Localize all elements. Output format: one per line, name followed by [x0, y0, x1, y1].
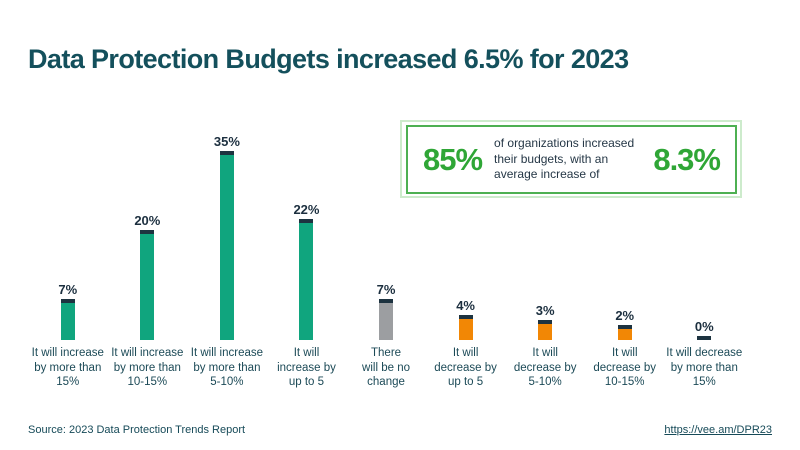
bar-value-label: 7% [58, 281, 78, 297]
bar [60, 302, 75, 340]
bar-cap [617, 325, 632, 330]
bar-column: 4% It will decrease by up to 5 [426, 130, 506, 390]
report-link[interactable]: https://vee.am/DPR23 [664, 424, 772, 436]
callout-box: 85% of organizations increased their bud… [400, 120, 742, 198]
bar-category-label: It will decrease by 5-10% [513, 347, 577, 389]
bar-category-label: It will increase by up to 5 [277, 347, 336, 389]
source-note: Source: 2023 Data Protection Trends Repo… [28, 424, 246, 436]
bar-category-label: It will increase by more than 5-10% [190, 347, 264, 389]
bar-value-label: 22% [293, 202, 320, 218]
bar-value-label: 7% [376, 281, 396, 297]
bar-category-label: It will decrease by up to 5 [434, 347, 497, 389]
bar-cap [697, 336, 712, 340]
bar-column: 0% It will decrease by more than 15% [665, 130, 745, 390]
bar-value-label: 0% [694, 319, 714, 334]
bar [538, 324, 553, 340]
bar-column: 7% It will increase by more than 15% [28, 130, 108, 390]
bar [299, 223, 314, 340]
page-title: Data Protection Budgets increased 6.5% f… [28, 44, 629, 75]
bar-column: 3% It will decrease by 5-10% [505, 130, 585, 390]
bar [617, 329, 632, 340]
bar-cap [538, 320, 553, 325]
bar-value-label: 4% [456, 297, 475, 313]
bar-value-label: 20% [134, 213, 161, 228]
stat-percent-organizations: 85% [423, 141, 483, 177]
bar-cap [458, 314, 473, 319]
bar-category-label: It will increase by more than 15% [31, 347, 104, 389]
bar-value-label: 35% [213, 133, 240, 149]
bar-column: 7% There will be no change [346, 130, 426, 390]
bar-column: 35% It will increase by more than 5-10% [187, 130, 267, 390]
bar [458, 318, 473, 340]
bar-category-label: It will decrease by more than 15% [666, 347, 743, 389]
callout-description: of organizations increased their budgets… [494, 136, 635, 182]
bar-column: 2% It will decrease by 10-15% [585, 130, 665, 390]
bar-category-label: There will be no change [362, 347, 410, 389]
stat-average-increase: 8.3% [653, 141, 721, 177]
bar-chart: 7% It will increase by more than 15% 20% It… [28, 130, 744, 390]
bar-value-label: 3% [535, 303, 555, 319]
bar-category-label: It will decrease by 10-15% [593, 347, 657, 389]
bar [140, 234, 155, 340]
bar [219, 154, 234, 340]
bar-cap [60, 298, 75, 303]
bar-value-label: 2% [615, 308, 635, 324]
bar [379, 302, 394, 340]
bar-cap [140, 230, 155, 234]
bar-column: 22% It will increase by up to 5 [267, 130, 347, 390]
bar-column: 20% It will increase by more than 10-15% [108, 130, 188, 390]
callout-box-main-frame: 85% of organizations increased their bud… [406, 125, 737, 194]
bar-cap [379, 298, 394, 303]
bar-category-label: It will increase by more than 10-15% [111, 347, 184, 389]
bar-cap [299, 219, 314, 224]
bar-cap [219, 150, 234, 155]
